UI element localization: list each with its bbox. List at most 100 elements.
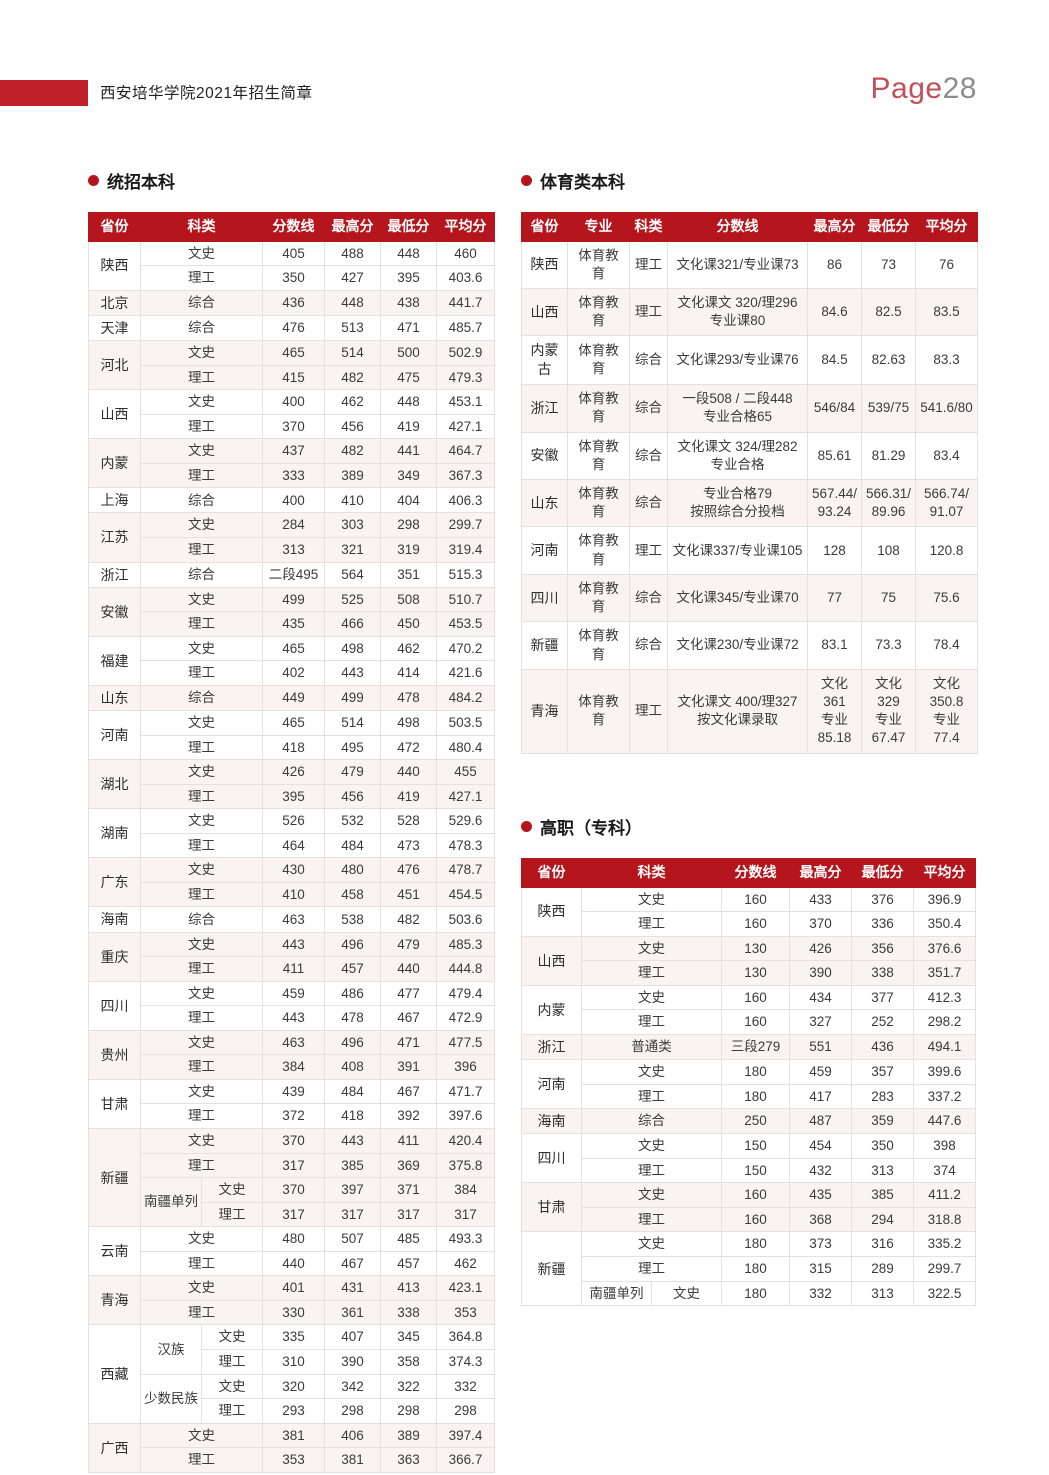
table-header-row: 省份 专业 科类 分数线 最高分 最低分 平均分 xyxy=(521,212,978,242)
cell-max-score: 315 xyxy=(789,1255,852,1282)
cell-max-score: 332 xyxy=(789,1280,852,1307)
cell-min-score: 358 xyxy=(380,1348,437,1375)
cell-max-score: 417 xyxy=(789,1083,852,1110)
cell-score-line: 160 xyxy=(721,1206,790,1233)
cell-score-line: 353 xyxy=(262,1447,325,1473)
table-row: 安徽 文史 499 525 508 510.7 xyxy=(88,586,495,637)
table-row: 理工 317 317 317 317 xyxy=(89,1201,495,1228)
cell-max-score: 408 xyxy=(324,1054,381,1080)
cell-max-score: 434 xyxy=(789,984,852,1011)
cell-category: 综合 xyxy=(140,684,263,712)
cell-avg-score: 397.6 xyxy=(436,1103,495,1130)
cell-category: 理工 xyxy=(140,1299,263,1326)
cell-max-score: 498 xyxy=(324,635,381,662)
cell-category: 理工 xyxy=(581,1255,722,1282)
table-row: 云南 文史 480 507 485 493.3 xyxy=(88,1226,495,1277)
table-row: 湖南 文史 526 532 528 529.6 xyxy=(88,808,495,859)
cell-score-line: 463 xyxy=(262,1029,325,1056)
table-row: 理工 180 417 283 337.2 xyxy=(522,1083,976,1110)
cell-min-score: 75 xyxy=(861,573,916,623)
cell-province: 浙江 xyxy=(521,384,568,433)
cell-max-score: 128 xyxy=(807,526,862,575)
cell-min-score: 475 xyxy=(380,364,437,391)
cell-min-score: 359 xyxy=(851,1108,914,1135)
cell-category: 综合 xyxy=(140,314,263,341)
cell-max-score: 426 xyxy=(789,935,852,962)
cell-score-line: 文化课293/专业课76 xyxy=(667,335,808,386)
cell-avg-score: 397.4 xyxy=(436,1422,495,1449)
cell-min-score: 477 xyxy=(380,980,437,1007)
cell-min-score: 457 xyxy=(380,1250,437,1277)
cell-min-score: 485 xyxy=(380,1226,437,1252)
cell-min-score: 283 xyxy=(851,1083,914,1110)
cell-max-score: 466 xyxy=(324,611,381,637)
cell-max-score: 482 xyxy=(324,438,381,464)
cell-province: 新疆 xyxy=(88,1128,141,1228)
cell-score-line: 395 xyxy=(262,783,325,810)
cell-score-line: 435 xyxy=(262,611,325,637)
cell-min-score: 441 xyxy=(380,438,437,464)
cell-min-score: 414 xyxy=(380,660,437,686)
cell-min-score: 389 xyxy=(380,1422,437,1449)
cell-max-score: 389 xyxy=(324,462,381,489)
cell-category: 文史 xyxy=(140,808,263,834)
cell-avg-score: 444.8 xyxy=(436,956,495,982)
cell-max-score: 431 xyxy=(324,1275,381,1301)
table-row: 广西 文史 381 406 389 397.4 xyxy=(88,1422,495,1473)
cell-category: 理工 xyxy=(581,1206,722,1233)
cell-max-score: 484 xyxy=(324,832,381,859)
cell-avg-score: 441.7 xyxy=(436,289,495,316)
cell-score-line: 150 xyxy=(721,1157,790,1184)
cell-avg-score: 478.7 xyxy=(436,857,495,883)
cell-max-score: 462 xyxy=(324,389,381,415)
cell-score-line: 160 xyxy=(721,886,790,913)
cell-score-line: 463 xyxy=(262,906,325,933)
cell-province: 陕西 xyxy=(521,886,582,937)
table-row: 理工 372 418 392 397.6 xyxy=(89,1103,495,1130)
cell-category: 理工 xyxy=(140,783,263,810)
cell-category: 综合 xyxy=(629,573,668,623)
cell-score-line: 459 xyxy=(262,980,325,1007)
cell-category: 文史 xyxy=(201,1177,263,1203)
cell-max-score: 390 xyxy=(324,1348,381,1375)
cell-max-score: 342 xyxy=(324,1373,381,1400)
cell-category: 文史 xyxy=(140,1029,263,1056)
table-row: 内蒙 文史 160 434 377 412.3 xyxy=(521,984,976,1035)
cell-avg-score: 479.3 xyxy=(436,364,495,391)
cell-province: 广西 xyxy=(88,1422,141,1473)
cell-avg-score: 335.2 xyxy=(913,1231,976,1257)
table-row: 理工 350 427 395 403.6 xyxy=(89,265,495,291)
table-row: 理工 160 327 252 298.2 xyxy=(522,1009,976,1035)
cell-max-score: 480 xyxy=(324,857,381,883)
cell-max-score: 397 xyxy=(324,1177,381,1203)
cell-avg-score: 298 xyxy=(436,1398,495,1424)
cell-category: 理工 xyxy=(140,734,263,761)
cell-province: 湖南 xyxy=(88,808,141,859)
cell-avg-score: 411.2 xyxy=(913,1182,976,1208)
cell-min-score: 391 xyxy=(380,1054,437,1080)
cell-max-score: 551 xyxy=(789,1033,852,1060)
cell-score-line: 160 xyxy=(721,984,790,1011)
cell-max-score: 418 xyxy=(324,1103,381,1130)
cell-max-score: 488 xyxy=(324,240,381,267)
cell-subgroup: 南疆单列 xyxy=(581,1280,652,1307)
cell-min-score: 479 xyxy=(380,931,437,958)
cell-score-line: 465 xyxy=(262,339,325,366)
cell-score-line: 436 xyxy=(262,289,325,316)
cell-max-score: 514 xyxy=(324,710,381,736)
column-header: 平均分 xyxy=(913,858,976,888)
cell-avg-score: 78.4 xyxy=(915,621,978,670)
cell-max-score: 406 xyxy=(324,1422,381,1449)
cell-category: 综合 xyxy=(140,289,263,316)
cell-min-score: 377 xyxy=(851,984,914,1011)
cell-avg-score: 375.8 xyxy=(436,1152,495,1179)
table-row: 陕西 文史 160 433 376 396.9 xyxy=(521,886,976,937)
cell-score-line: 180 xyxy=(721,1280,790,1307)
cell-category: 理工 xyxy=(140,1005,263,1031)
table-row: 天津 综合 476 513 471 485.7 xyxy=(88,314,495,341)
cell-avg-score: 427.1 xyxy=(436,413,495,440)
cell-category: 理工 xyxy=(140,536,263,563)
column-header: 科类 xyxy=(581,858,722,888)
column-header: 最高分 xyxy=(324,212,381,242)
cell-score-line: 476 xyxy=(262,314,325,341)
